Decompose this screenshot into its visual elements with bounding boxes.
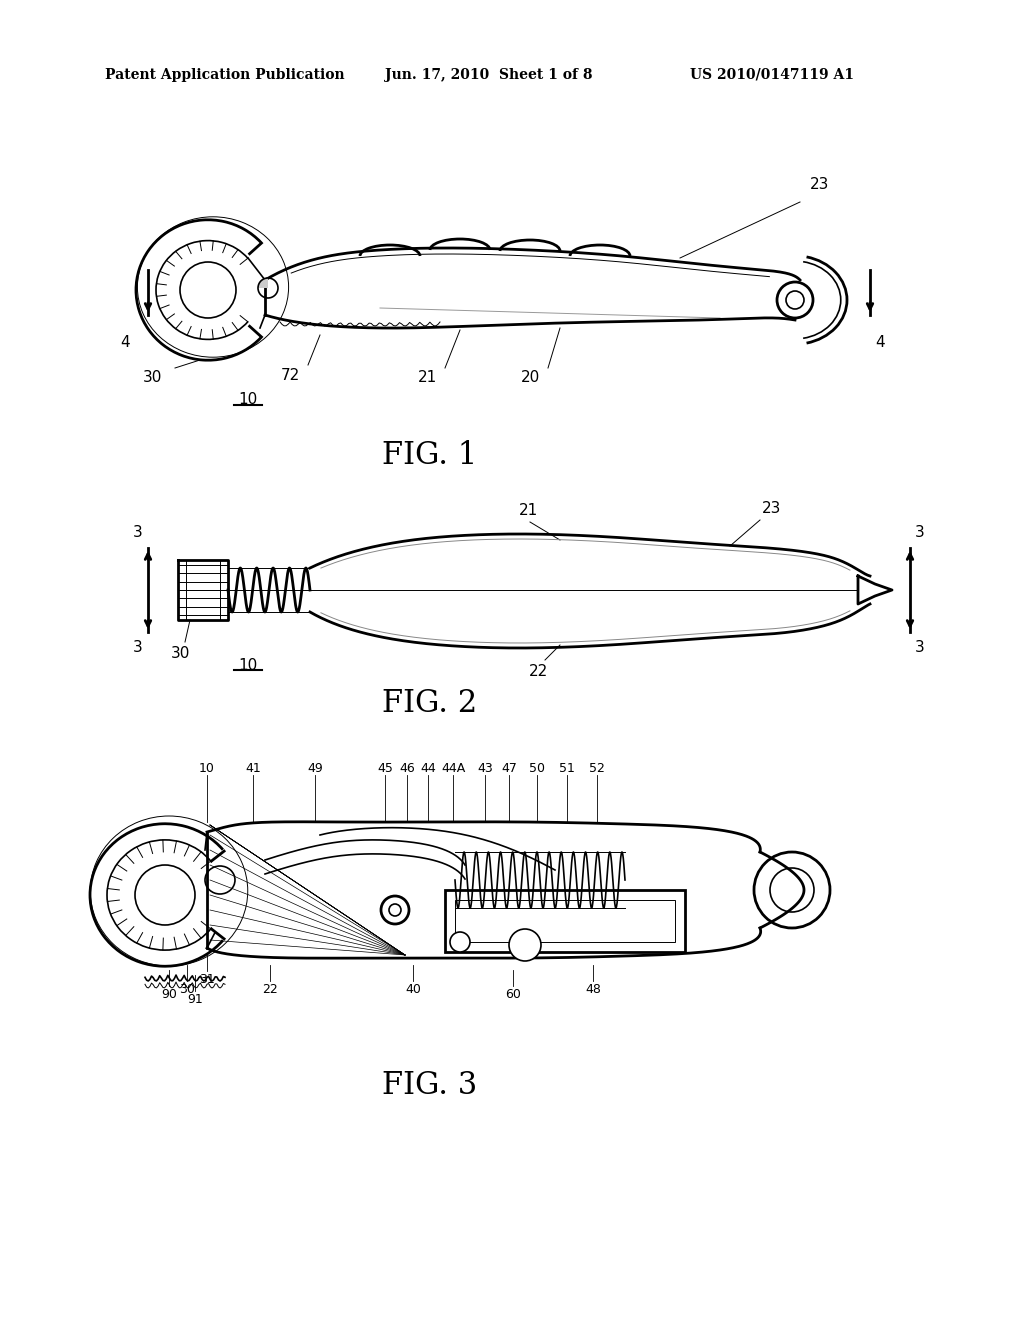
Text: 90: 90 bbox=[161, 987, 177, 1001]
Text: 43: 43 bbox=[477, 762, 493, 775]
Text: 31: 31 bbox=[199, 973, 215, 986]
Text: 52: 52 bbox=[589, 762, 605, 775]
Text: 3: 3 bbox=[133, 525, 143, 540]
Text: 45: 45 bbox=[377, 762, 393, 775]
Text: 4: 4 bbox=[874, 335, 885, 350]
Text: 51: 51 bbox=[559, 762, 574, 775]
Text: 30: 30 bbox=[179, 983, 195, 997]
Text: 72: 72 bbox=[281, 368, 300, 383]
Bar bbox=[445, 890, 685, 952]
Text: 21: 21 bbox=[518, 503, 538, 517]
Text: 48: 48 bbox=[585, 983, 601, 997]
Text: 3: 3 bbox=[915, 640, 925, 655]
Text: Jun. 17, 2010  Sheet 1 of 8: Jun. 17, 2010 Sheet 1 of 8 bbox=[385, 69, 593, 82]
Text: 3: 3 bbox=[133, 640, 143, 655]
Text: 91: 91 bbox=[187, 993, 203, 1006]
Wedge shape bbox=[258, 279, 268, 288]
Text: 10: 10 bbox=[239, 392, 258, 407]
Text: 10: 10 bbox=[239, 657, 258, 673]
Text: 60: 60 bbox=[505, 987, 521, 1001]
Text: 23: 23 bbox=[762, 502, 781, 516]
Text: 23: 23 bbox=[810, 177, 829, 191]
Circle shape bbox=[509, 929, 541, 961]
Text: 47: 47 bbox=[501, 762, 517, 775]
Text: 40: 40 bbox=[406, 983, 421, 997]
Text: 46: 46 bbox=[399, 762, 415, 775]
Text: 50: 50 bbox=[529, 762, 545, 775]
Text: FIG. 1: FIG. 1 bbox=[382, 440, 477, 471]
Circle shape bbox=[381, 896, 409, 924]
Text: FIG. 2: FIG. 2 bbox=[382, 688, 477, 719]
Text: Patent Application Publication: Patent Application Publication bbox=[105, 69, 345, 82]
Text: 22: 22 bbox=[262, 983, 278, 997]
Text: 49: 49 bbox=[307, 762, 323, 775]
Text: 44: 44 bbox=[420, 762, 436, 775]
Text: FIG. 3: FIG. 3 bbox=[382, 1071, 477, 1101]
Text: US 2010/0147119 A1: US 2010/0147119 A1 bbox=[690, 69, 854, 82]
Text: 30: 30 bbox=[142, 370, 162, 385]
Text: 10: 10 bbox=[199, 762, 215, 775]
Text: 21: 21 bbox=[418, 370, 437, 385]
Text: 22: 22 bbox=[528, 664, 548, 678]
Text: 30: 30 bbox=[170, 645, 189, 661]
Text: 4: 4 bbox=[121, 335, 130, 350]
Text: 3: 3 bbox=[915, 525, 925, 540]
Bar bbox=[455, 900, 675, 942]
Text: 20: 20 bbox=[521, 370, 540, 385]
Circle shape bbox=[450, 932, 470, 952]
Text: 44A: 44A bbox=[441, 762, 465, 775]
Text: 41: 41 bbox=[245, 762, 261, 775]
